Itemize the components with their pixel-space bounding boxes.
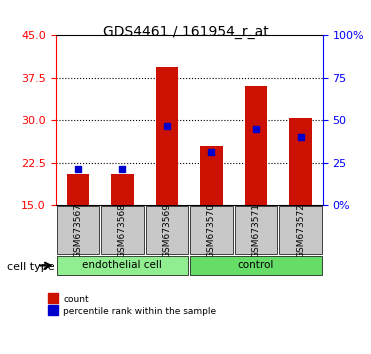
FancyBboxPatch shape — [56, 206, 99, 255]
FancyBboxPatch shape — [190, 206, 233, 255]
FancyBboxPatch shape — [279, 206, 322, 255]
Text: endothelial cell: endothelial cell — [82, 261, 162, 270]
Bar — [200, 146, 223, 205]
Text: GSM673567: GSM673567 — [73, 202, 82, 258]
Text: GSM673570: GSM673570 — [207, 202, 216, 258]
Bar — [156, 67, 178, 205]
Text: GSM673568: GSM673568 — [118, 202, 127, 258]
FancyBboxPatch shape — [145, 206, 188, 255]
Bar — [111, 174, 134, 205]
Text: GSM673569: GSM673569 — [162, 202, 171, 258]
FancyBboxPatch shape — [101, 206, 144, 255]
Text: GDS4461 / 161954_r_at: GDS4461 / 161954_r_at — [103, 25, 268, 39]
Bar — [289, 118, 312, 205]
Legend: count, percentile rank within the sample: count, percentile rank within the sample — [49, 295, 217, 315]
Text: cell type: cell type — [7, 262, 55, 272]
FancyBboxPatch shape — [234, 206, 278, 255]
Text: GSM673572: GSM673572 — [296, 202, 305, 258]
Text: control: control — [238, 261, 274, 270]
Bar — [67, 174, 89, 205]
Bar — [245, 86, 267, 205]
FancyBboxPatch shape — [190, 256, 322, 275]
Text: GSM673571: GSM673571 — [252, 202, 260, 258]
FancyBboxPatch shape — [56, 256, 188, 275]
